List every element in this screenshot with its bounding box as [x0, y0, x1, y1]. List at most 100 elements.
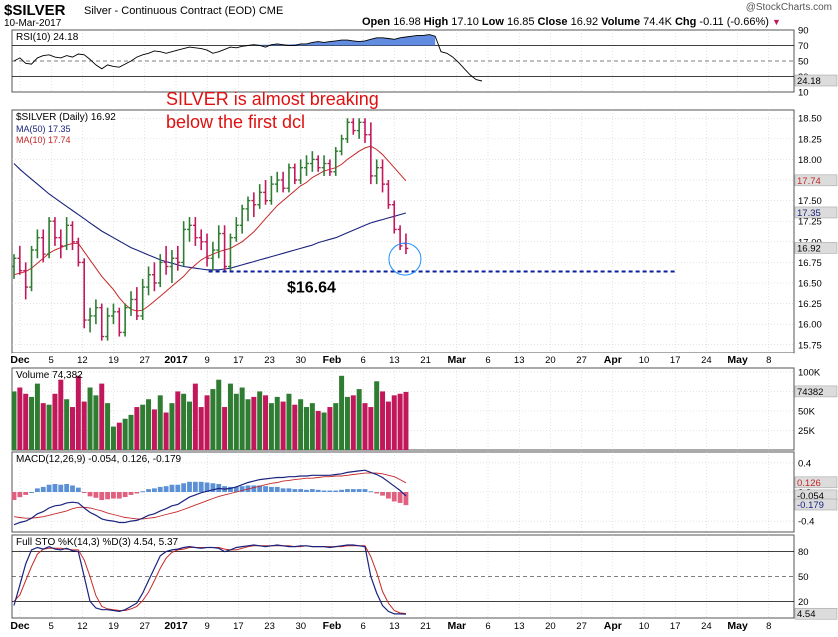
price-bar	[304, 155, 309, 176]
macd-histogram-bar	[198, 481, 204, 492]
x-axis-top-tick-label: 17	[233, 355, 244, 366]
volume-bar	[292, 404, 298, 450]
volume-bar	[23, 393, 29, 450]
price-bar	[40, 229, 46, 263]
macd-last-signal-tag-bg	[794, 476, 838, 489]
volume-bar	[216, 379, 222, 450]
x-axis-top-tick-label: May	[727, 354, 748, 366]
price-bar	[356, 118, 362, 139]
volume-bar	[333, 403, 339, 450]
volume-bar	[105, 403, 111, 450]
macd-histogram-bar	[152, 488, 157, 492]
macd-histogram-bar	[269, 486, 274, 492]
x-axis-bottom-tick-label: 13	[514, 621, 525, 632]
macd-histogram-bar	[380, 492, 385, 496]
price-bar	[105, 307, 110, 341]
volume-bar	[263, 395, 269, 450]
x-axis-bottom-tick-label: 23	[264, 621, 275, 632]
x-axis-bottom-tick-label: 6	[361, 621, 366, 632]
x-axis-bottom-tick-label: 13	[389, 621, 400, 632]
x-axis-top-tick-label: 30	[296, 355, 307, 366]
price-bar	[181, 221, 187, 267]
price-bar	[99, 303, 105, 341]
price-last-ma50-tag-bg	[794, 206, 838, 219]
volume-bar	[99, 383, 105, 450]
macd-histogram-bar	[345, 489, 350, 492]
macd-histogram-bar	[309, 489, 315, 492]
x-axis-bottom-tick-label: Mar	[447, 620, 466, 632]
x-axis-top-tick-label: 20	[545, 355, 556, 366]
x-axis-bottom-tick-label: 27	[140, 621, 151, 632]
volume-bar	[268, 403, 274, 450]
price-bar	[140, 278, 146, 321]
macd-y-tick-label: 0.4	[798, 458, 811, 469]
volume-y-tick-label: 25K	[798, 426, 816, 437]
volume-bar	[350, 395, 356, 450]
x-axis-bottom-tick-label: 10	[639, 621, 650, 632]
volume-bar	[146, 399, 152, 450]
price-y-tick-label: 17.50	[798, 196, 822, 207]
macd-histogram-bar	[111, 492, 116, 499]
price-bar	[374, 159, 380, 185]
macd-histogram-bar	[304, 489, 309, 492]
x-axis-top-tick-label: 13	[514, 355, 525, 366]
high-label: High	[423, 16, 449, 28]
chg-down-icon: ▼	[771, 17, 781, 27]
rsi-y-tick-label: 50	[798, 57, 809, 68]
macd-line	[13, 469, 407, 526]
volume-bar	[110, 426, 116, 450]
brand-logo: @StockCharts.com	[745, 2, 832, 13]
volume-bar	[122, 418, 128, 450]
macd-histogram-bar	[58, 484, 64, 492]
volume-bar	[339, 375, 345, 450]
macd-histogram-bar	[192, 481, 198, 492]
x-axis-top-tick-label: 27	[140, 355, 151, 366]
chart-date: 10-Mar-2017	[4, 18, 62, 29]
volume-bar	[58, 379, 64, 450]
volume-bar	[93, 395, 99, 450]
price-frame	[11, 109, 795, 354]
x-axis-top-tick-label: 8	[766, 355, 771, 366]
volume-bar	[391, 395, 397, 450]
price-bar	[222, 225, 227, 272]
price-bar	[87, 307, 93, 333]
price-bar	[175, 245, 181, 271]
macd-histogram-bar	[181, 483, 187, 492]
ma10-line	[13, 145, 407, 312]
volume-bar	[140, 404, 146, 450]
price-y-tick-label: 16.75	[798, 258, 822, 269]
volume-bar	[321, 412, 327, 450]
price-bar	[134, 287, 140, 321]
high-value: 17.10	[451, 16, 479, 28]
price-bar	[263, 180, 268, 205]
volume-bar	[169, 403, 175, 450]
contract-description: Silver - Continuous Contract (EOD) CME	[84, 5, 283, 17]
price-bar	[350, 118, 356, 135]
x-axis-top-tick-label: 19	[108, 355, 119, 366]
price-bar	[391, 200, 397, 234]
x-axis-bottom-tick-label: 9	[205, 621, 210, 632]
price-last-ma50-tag-label: 17.35	[797, 208, 821, 219]
volume-bar	[344, 396, 350, 450]
price-bar	[233, 217, 239, 242]
price-bar	[216, 225, 222, 259]
price-y-tick-label: 16.25	[798, 299, 822, 310]
volume-bar	[157, 395, 163, 450]
macd-histogram-bar	[356, 489, 362, 492]
volume-bar	[245, 399, 251, 450]
volume-last-tag-bg	[794, 385, 838, 398]
support-label: $16.64	[287, 279, 336, 296]
macd-histogram-bar	[11, 492, 17, 500]
x-axis-bottom-tick-label: Dec	[10, 620, 29, 632]
x-axis-bottom-tick-label: Apr	[604, 620, 622, 632]
sto-legend: Full STO %K(14,3) %D(3) 4.54, 5.37	[16, 537, 179, 548]
price-bar	[257, 184, 263, 209]
price-bar	[269, 175, 274, 205]
price-bar	[23, 262, 29, 300]
x-axis-top-tick-label: 23	[264, 355, 275, 366]
close-value: 16.92	[570, 16, 599, 28]
sto-y-tick-label: 80	[798, 547, 809, 558]
price-bar	[187, 217, 192, 242]
x-axis-bottom-tick-label: 8	[766, 621, 771, 632]
ma10-legend: MA(10) 17.74	[16, 135, 71, 145]
